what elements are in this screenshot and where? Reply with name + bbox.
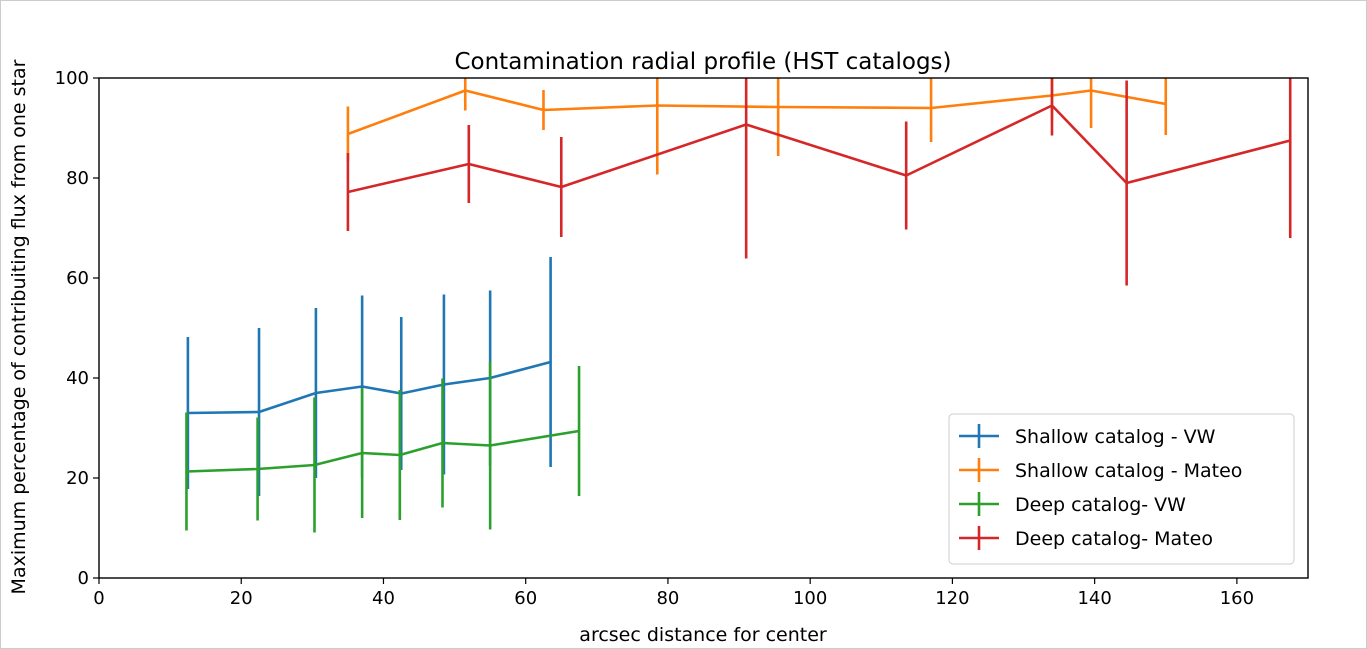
x-tick-label: 0 bbox=[93, 588, 104, 609]
x-tick-label: 160 bbox=[1220, 588, 1254, 609]
x-axis-label: arcsec distance for center bbox=[579, 624, 827, 646]
series-line bbox=[347, 104, 1291, 194]
series-line bbox=[186, 429, 580, 473]
legend-label: Shallow catalog - Mateo bbox=[1015, 460, 1242, 482]
legend-handle bbox=[959, 458, 999, 482]
legend-box bbox=[948, 413, 1295, 565]
x-tick-label: 60 bbox=[514, 588, 537, 609]
axes-frame bbox=[98, 77, 1309, 579]
y-tick-label: 40 bbox=[66, 368, 89, 389]
series-2 bbox=[346, 78, 1168, 175]
y-tick-label: 60 bbox=[66, 268, 89, 289]
y-tick-label: 20 bbox=[66, 468, 89, 489]
y-tick-label: 0 bbox=[78, 568, 89, 589]
legend-label: Shallow catalog - VW bbox=[1015, 426, 1216, 448]
legend-handle bbox=[959, 526, 999, 550]
legend-handle bbox=[959, 492, 999, 516]
series-3 bbox=[185, 361, 581, 533]
x-tick-label: 80 bbox=[656, 588, 679, 609]
x-tick-label: 140 bbox=[1077, 588, 1111, 609]
legend-handle bbox=[959, 424, 999, 448]
chart-marks bbox=[185, 78, 1292, 533]
x-tick-label: 100 bbox=[793, 588, 827, 609]
series-line bbox=[187, 360, 551, 415]
x-tick-label: 40 bbox=[372, 588, 395, 609]
y-tick-label: 80 bbox=[66, 168, 89, 189]
legend-label: Deep catalog- Mateo bbox=[1015, 528, 1213, 550]
legend-label: Deep catalog- VW bbox=[1015, 494, 1186, 516]
axis-ticks: 0 20 40 60 80 100 120 140 160 0 20 40 60 80 100 bbox=[55, 68, 1254, 609]
series-1 bbox=[186, 257, 552, 496]
chart-title: Contamination radial profile (HST catalo… bbox=[454, 49, 951, 75]
x-tick-label: 20 bbox=[230, 588, 253, 609]
y-tick-label: 100 bbox=[55, 68, 89, 89]
x-tick-label: 120 bbox=[935, 588, 969, 609]
legend: Shallow catalog - VW Shallow catalog - Ma… bbox=[948, 413, 1295, 565]
y-axis-label: Maximum percentage of contribuiting flux… bbox=[8, 59, 30, 594]
series-line bbox=[347, 89, 1167, 136]
series-4 bbox=[346, 78, 1292, 286]
